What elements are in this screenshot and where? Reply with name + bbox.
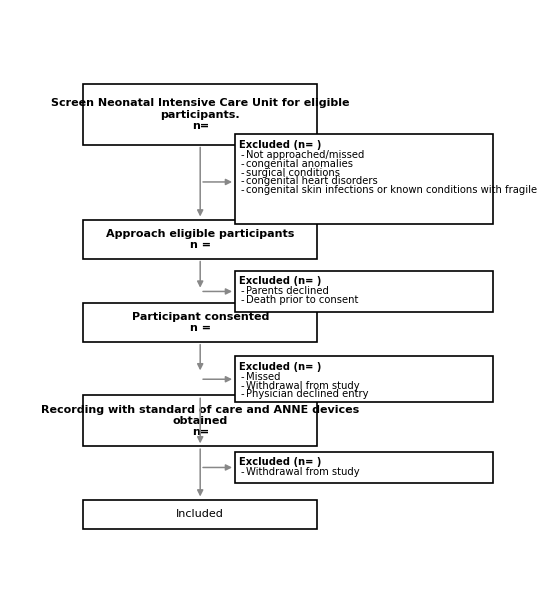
Text: Excluded (n= ): Excluded (n= ) <box>239 457 321 467</box>
Text: Excluded (n= ): Excluded (n= ) <box>239 362 321 371</box>
Text: obtained: obtained <box>172 416 228 426</box>
Text: -: - <box>240 295 244 305</box>
Text: congenital anomalies: congenital anomalies <box>246 159 353 169</box>
Text: Withdrawal from study: Withdrawal from study <box>246 380 360 391</box>
Bar <box>83 500 318 529</box>
Text: Death prior to consent: Death prior to consent <box>246 295 358 305</box>
Text: Excluded (n= ): Excluded (n= ) <box>239 276 321 286</box>
Bar <box>83 395 318 446</box>
Text: n=: n= <box>192 427 209 437</box>
Text: -: - <box>240 176 244 187</box>
Text: -: - <box>240 150 244 160</box>
Bar <box>235 356 493 403</box>
Text: participants.: participants. <box>160 110 240 119</box>
Text: Withdrawal from study: Withdrawal from study <box>246 467 360 478</box>
Text: Excluded (n= ): Excluded (n= ) <box>239 140 321 150</box>
Text: surgical conditions: surgical conditions <box>246 167 340 178</box>
Text: -: - <box>240 286 244 296</box>
Text: -: - <box>240 159 244 169</box>
Text: Screen Neonatal Intensive Care Unit for eligible: Screen Neonatal Intensive Care Unit for … <box>51 98 349 109</box>
Text: -: - <box>240 167 244 178</box>
Bar <box>83 220 318 259</box>
Text: n=: n= <box>192 121 209 131</box>
Text: Included: Included <box>176 509 224 519</box>
Bar <box>235 452 493 483</box>
Text: Approach eligible participants: Approach eligible participants <box>106 229 295 239</box>
Text: -: - <box>240 372 244 382</box>
Text: Not approached/missed: Not approached/missed <box>246 150 364 160</box>
Bar <box>83 85 318 145</box>
Text: congenital heart disorders: congenital heart disorders <box>246 176 377 187</box>
Bar <box>235 134 493 224</box>
Text: Parents declined: Parents declined <box>246 286 329 296</box>
Text: n =: n = <box>190 240 211 250</box>
Text: -: - <box>240 380 244 391</box>
Text: congenital skin infections or known conditions with fragile: congenital skin infections or known cond… <box>246 185 537 195</box>
Text: Physician declined entry: Physician declined entry <box>246 389 368 400</box>
Bar <box>83 303 318 342</box>
Text: n =: n = <box>190 323 211 333</box>
Text: Recording with standard of care and ANNE devices: Recording with standard of care and ANNE… <box>41 405 360 415</box>
Text: Missed: Missed <box>246 372 280 382</box>
Text: -: - <box>240 467 244 478</box>
Bar <box>235 271 493 312</box>
Text: Participant consented: Participant consented <box>132 312 269 322</box>
Text: -: - <box>240 389 244 400</box>
Text: -: - <box>240 185 244 195</box>
